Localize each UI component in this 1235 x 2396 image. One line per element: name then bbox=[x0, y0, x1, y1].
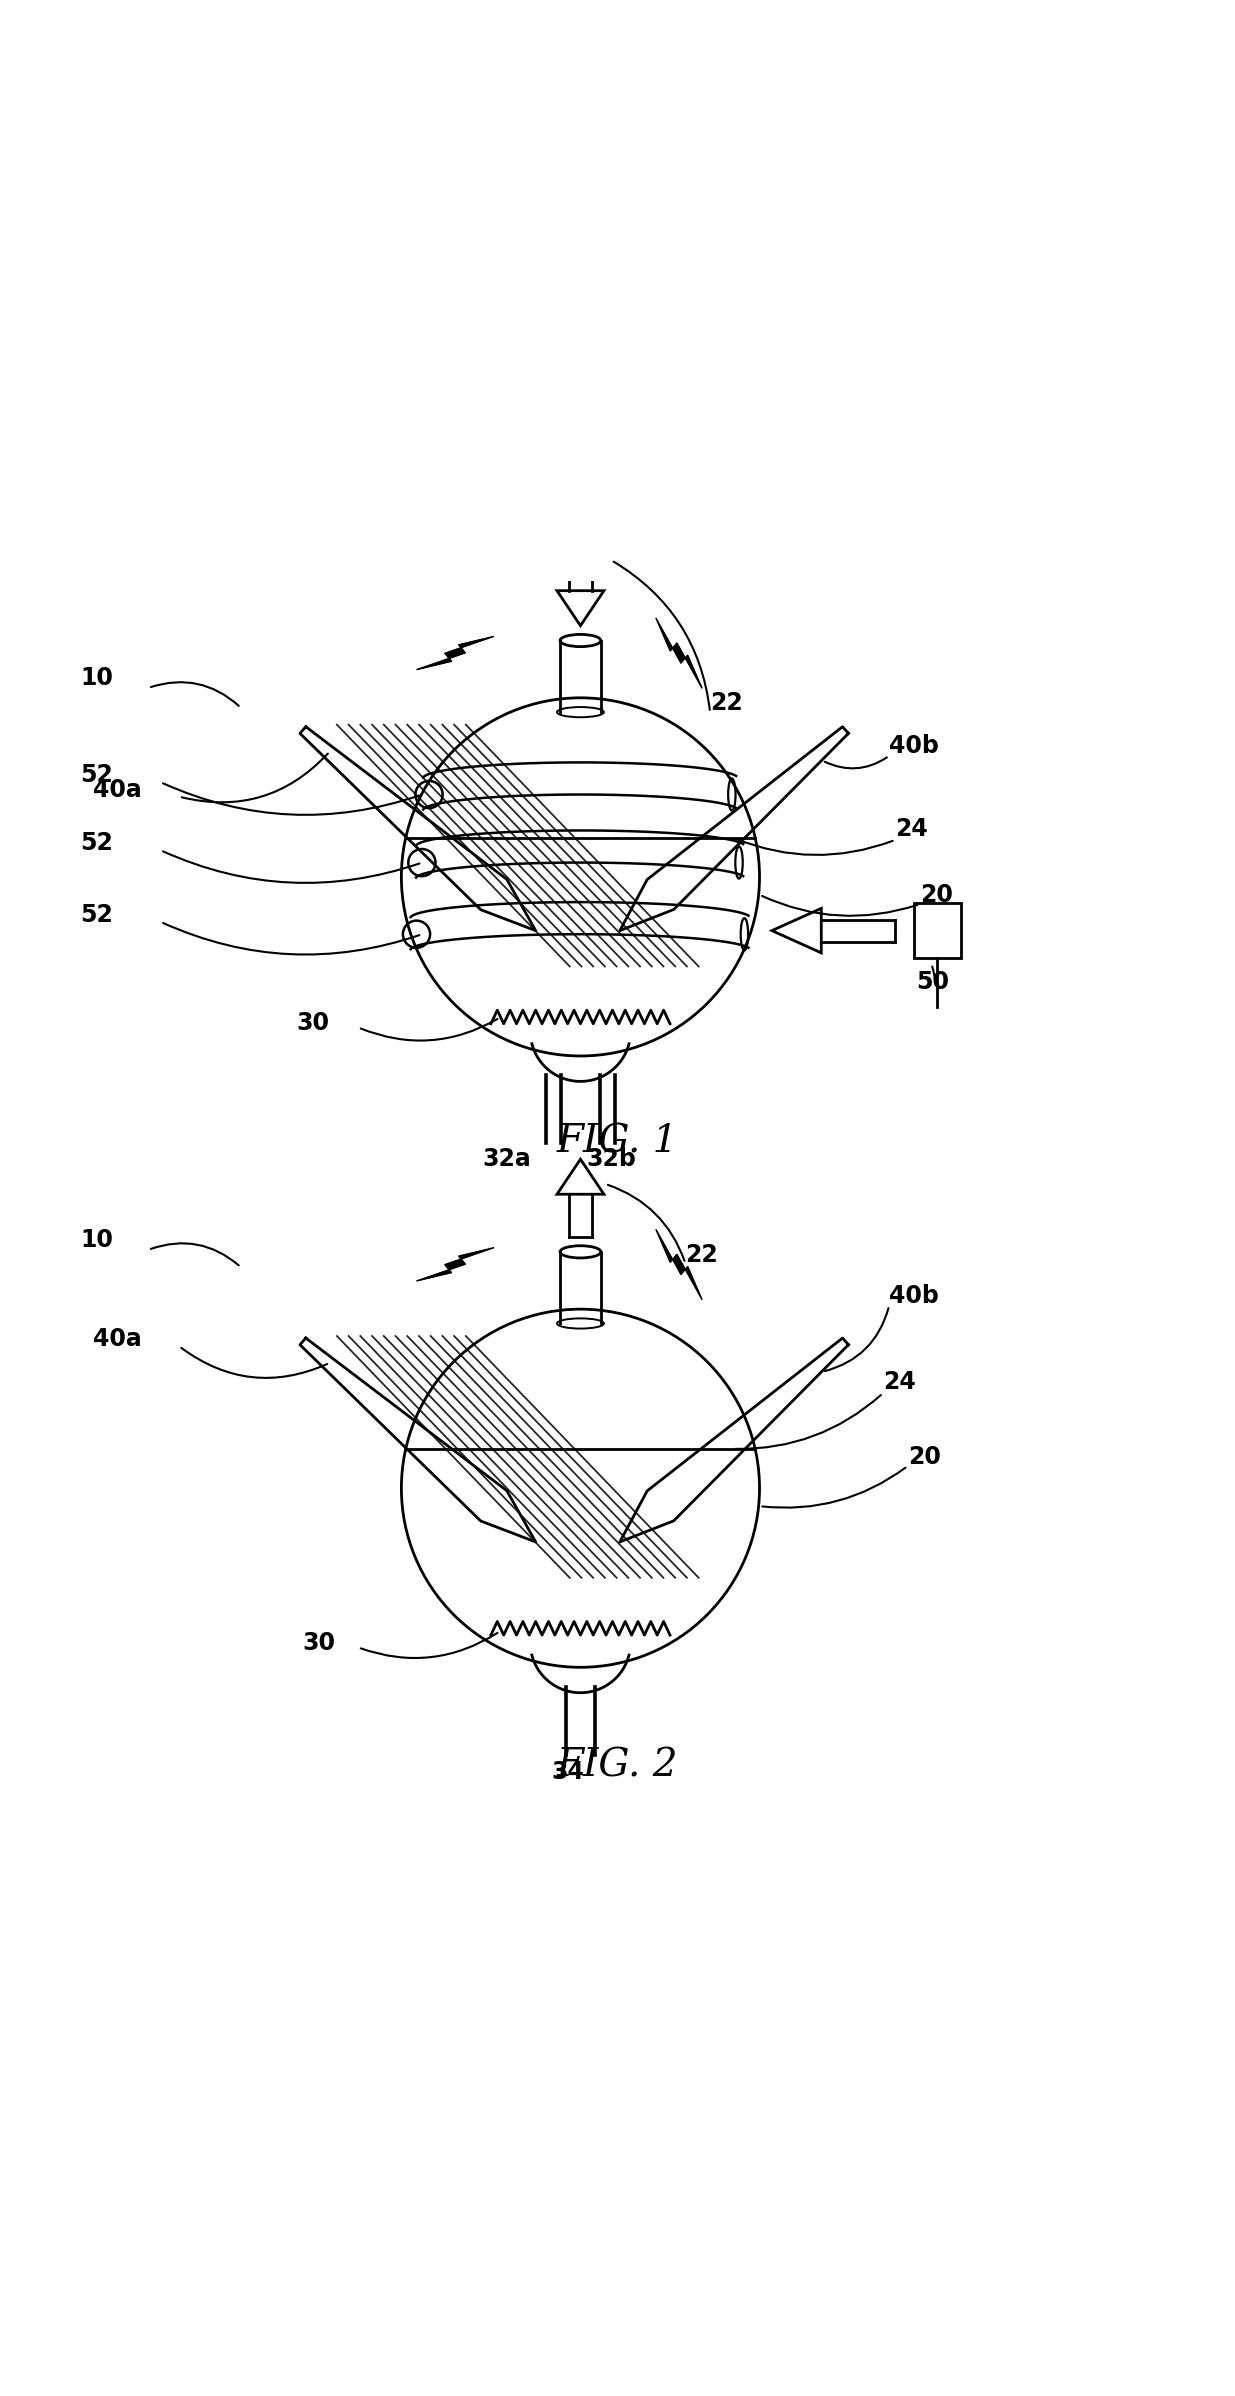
Text: 24: 24 bbox=[883, 1371, 916, 1394]
Text: 10: 10 bbox=[80, 666, 114, 690]
Text: 52: 52 bbox=[80, 903, 114, 927]
Text: 50: 50 bbox=[916, 970, 948, 994]
Text: 32a: 32a bbox=[482, 1148, 531, 1172]
Text: 40b: 40b bbox=[889, 736, 939, 760]
Text: 32b: 32b bbox=[587, 1148, 636, 1172]
Polygon shape bbox=[656, 618, 701, 688]
Text: 30: 30 bbox=[303, 1632, 336, 1656]
Text: 40a: 40a bbox=[93, 779, 141, 803]
Text: FIG. 2: FIG. 2 bbox=[557, 1747, 678, 1785]
Text: 22: 22 bbox=[710, 690, 743, 714]
Text: 52: 52 bbox=[80, 831, 114, 855]
Text: 20: 20 bbox=[920, 882, 953, 906]
Text: FIG. 1: FIG. 1 bbox=[557, 1124, 678, 1162]
Text: 30: 30 bbox=[296, 1011, 330, 1035]
Text: 10: 10 bbox=[80, 1229, 114, 1253]
Polygon shape bbox=[416, 1248, 494, 1282]
Text: 20: 20 bbox=[908, 1445, 941, 1469]
Polygon shape bbox=[416, 637, 494, 668]
Text: 40b: 40b bbox=[889, 1284, 939, 1308]
Text: 34: 34 bbox=[552, 1761, 584, 1785]
Text: 24: 24 bbox=[895, 817, 929, 841]
Text: 22: 22 bbox=[685, 1244, 719, 1267]
Bar bbox=[914, 903, 961, 958]
Polygon shape bbox=[656, 1229, 701, 1299]
Text: 52: 52 bbox=[80, 764, 114, 788]
Text: 40a: 40a bbox=[93, 1327, 141, 1351]
